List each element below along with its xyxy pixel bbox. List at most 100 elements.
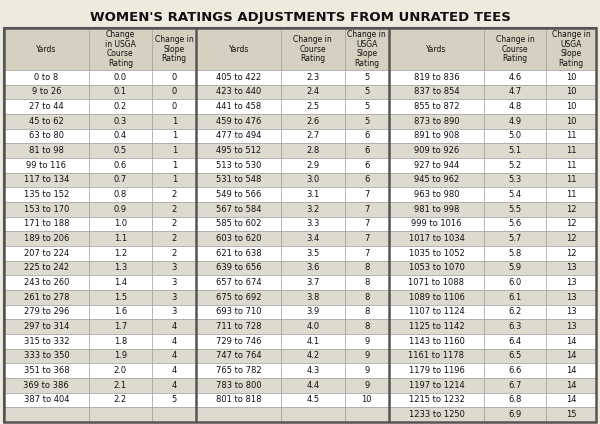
Text: 0.8: 0.8 [114, 190, 127, 199]
Text: 8: 8 [364, 293, 370, 302]
Bar [89, 99, 152, 114]
Bar [344, 187, 389, 202]
Bar [484, 246, 546, 261]
Text: 333 to 350: 333 to 350 [23, 351, 69, 360]
Text: 6: 6 [364, 146, 370, 155]
Text: 3.7: 3.7 [306, 278, 319, 287]
Text: 837 to 854: 837 to 854 [413, 87, 459, 97]
Bar [89, 217, 152, 232]
Bar [152, 393, 196, 407]
Text: 729 to 746: 729 to 746 [216, 337, 262, 346]
Bar [152, 334, 196, 349]
Bar [546, 70, 596, 85]
Bar [389, 85, 484, 99]
Text: 8: 8 [364, 322, 370, 331]
Text: Change in
USGA
Slope
Rating: Change in USGA Slope Rating [552, 30, 590, 68]
Bar [389, 319, 484, 334]
Bar [484, 128, 546, 143]
Bar [196, 246, 281, 261]
Text: 1.8: 1.8 [114, 337, 127, 346]
Text: 459 to 476: 459 to 476 [216, 117, 262, 126]
Bar [281, 187, 344, 202]
Text: 13: 13 [566, 322, 577, 331]
Bar [484, 85, 546, 99]
Bar [484, 407, 546, 422]
Text: 5.2: 5.2 [509, 161, 522, 170]
Text: 8: 8 [364, 278, 370, 287]
Bar [344, 246, 389, 261]
Bar [344, 232, 389, 246]
Text: 0.1: 0.1 [114, 87, 127, 97]
Bar [546, 114, 596, 128]
Bar [4, 99, 89, 114]
Text: 369 to 386: 369 to 386 [23, 381, 69, 390]
Bar [281, 334, 344, 349]
Text: 14: 14 [566, 396, 577, 404]
Bar [281, 290, 344, 305]
Text: 14: 14 [566, 351, 577, 360]
Text: 11: 11 [566, 176, 577, 184]
Text: 6.3: 6.3 [509, 322, 522, 331]
Text: 1.3: 1.3 [114, 263, 127, 273]
Text: 1: 1 [172, 131, 177, 140]
Text: 5.9: 5.9 [509, 263, 522, 273]
Text: 2.7: 2.7 [306, 131, 319, 140]
Text: 4.7: 4.7 [509, 87, 522, 97]
Bar [281, 319, 344, 334]
Text: 189 to 206: 189 to 206 [23, 234, 69, 243]
Bar [389, 202, 484, 217]
Bar [344, 217, 389, 232]
Bar [546, 128, 596, 143]
Text: 12: 12 [566, 234, 577, 243]
Bar [89, 246, 152, 261]
Text: 5.8: 5.8 [509, 249, 522, 258]
Bar [89, 187, 152, 202]
Bar [4, 246, 89, 261]
Text: 2.8: 2.8 [306, 146, 319, 155]
Text: 1233 to 1250: 1233 to 1250 [409, 410, 464, 419]
Bar [281, 28, 344, 70]
Text: 3.3: 3.3 [306, 220, 319, 229]
Text: 3.1: 3.1 [306, 190, 319, 199]
Bar [152, 99, 196, 114]
Text: 675 to 692: 675 to 692 [216, 293, 262, 302]
Text: 0.0: 0.0 [114, 73, 127, 82]
Text: Change in
Course
Rating: Change in Course Rating [496, 35, 535, 63]
Bar [196, 128, 281, 143]
Bar [196, 305, 281, 319]
Bar [196, 275, 281, 290]
Bar [196, 232, 281, 246]
Text: 819 to 836: 819 to 836 [413, 73, 459, 82]
Text: 1071 to 1088: 1071 to 1088 [409, 278, 464, 287]
Bar [281, 158, 344, 173]
Text: 1035 to 1052: 1035 to 1052 [409, 249, 464, 258]
Bar [4, 393, 89, 407]
Text: 261 to 278: 261 to 278 [23, 293, 69, 302]
Bar [4, 349, 89, 363]
Text: 0.7: 0.7 [114, 176, 127, 184]
Bar [344, 378, 389, 393]
Text: 1: 1 [172, 161, 177, 170]
Text: 11: 11 [566, 161, 577, 170]
Text: 441 to 458: 441 to 458 [216, 102, 262, 111]
Bar [152, 305, 196, 319]
Bar [546, 28, 596, 70]
Text: 1.4: 1.4 [114, 278, 127, 287]
Bar [152, 202, 196, 217]
Text: 8: 8 [364, 307, 370, 316]
Bar [389, 349, 484, 363]
Text: 1125 to 1142: 1125 to 1142 [409, 322, 464, 331]
Text: 5.1: 5.1 [509, 146, 522, 155]
Text: 9: 9 [364, 366, 369, 375]
Text: 6.0: 6.0 [509, 278, 522, 287]
Text: 1.0: 1.0 [114, 220, 127, 229]
Bar [546, 275, 596, 290]
Text: 4: 4 [172, 381, 177, 390]
Bar [89, 261, 152, 275]
Text: 5.7: 5.7 [509, 234, 522, 243]
Bar [389, 232, 484, 246]
Bar [389, 128, 484, 143]
Bar [281, 363, 344, 378]
Text: WOMEN'S RATINGS ADJUSTMENTS FROM UNRATED TEES: WOMEN'S RATINGS ADJUSTMENTS FROM UNRATED… [89, 11, 511, 25]
Bar [546, 378, 596, 393]
